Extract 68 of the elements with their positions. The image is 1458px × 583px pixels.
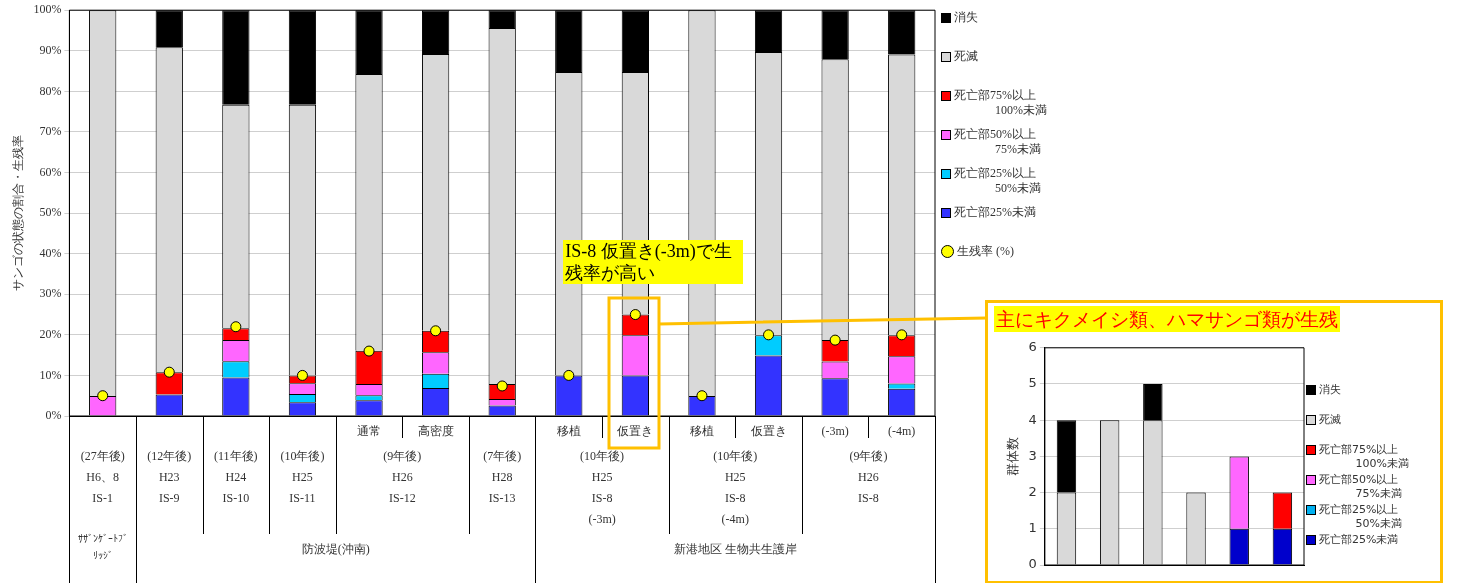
x-tick-label: 仮置き bbox=[750, 423, 787, 440]
chart-title: 主にキクメイシ類、ハマサンゴ類が生残 bbox=[994, 306, 1340, 332]
text: ｻｻﾞﾝｹﾞｰﾄﾌﾞﾘｯｼﾞ bbox=[77, 532, 128, 563]
y-tick-label: 6 bbox=[1028, 339, 1037, 355]
y-tick-label: 5 bbox=[1028, 375, 1037, 391]
y-tick-label: 90% bbox=[39, 42, 62, 57]
point bbox=[563, 369, 575, 381]
point bbox=[230, 321, 242, 333]
y-tick-label: 100% bbox=[33, 2, 62, 17]
legend-label: 死亡部50%以上 75%未満 bbox=[1318, 473, 1403, 501]
y-tick-label: 10% bbox=[39, 367, 62, 382]
x-tick-label: 高密度 bbox=[417, 423, 454, 440]
text: (12年後) H23 IS-9 bbox=[147, 448, 192, 507]
text: (9年後) H26 IS-12 bbox=[383, 448, 422, 507]
y-tick-label: 2 bbox=[1028, 483, 1037, 499]
text: (10年後) H25 IS-11 bbox=[280, 448, 325, 507]
point bbox=[363, 345, 375, 357]
y-axis-title: 群体数 bbox=[1005, 436, 1021, 476]
x-tick-label: (-3m) bbox=[821, 423, 849, 440]
point bbox=[97, 390, 109, 402]
text: 防波堤(沖南) bbox=[301, 541, 370, 558]
point bbox=[696, 390, 708, 402]
text: (7年後) H28 IS-13 bbox=[483, 448, 522, 507]
x-tick-label: 仮置き bbox=[617, 423, 654, 440]
point bbox=[430, 325, 442, 337]
annotation: IS-8 仮置き(-3m)で生残率が高い bbox=[563, 240, 744, 284]
legend-label: 死亡部25%未満 bbox=[954, 205, 1036, 220]
x-tick-label: 移植 bbox=[556, 423, 581, 440]
legend-label: 死滅 bbox=[954, 49, 978, 64]
y-tick-label: 4 bbox=[1028, 411, 1037, 427]
legend-label: 死滅 bbox=[1319, 413, 1341, 427]
text: (11年後) H24 IS-10 bbox=[214, 448, 258, 507]
y-tick-label: 50% bbox=[39, 205, 62, 220]
x-tick-label: (-4m) bbox=[888, 423, 916, 440]
x-tick-label: 移植 bbox=[689, 423, 714, 440]
y-axis-title: サンゴの状態の割合・生残率 bbox=[11, 135, 26, 292]
point bbox=[629, 309, 641, 321]
legend-label: 死亡部75%以上 100%未満 bbox=[1318, 443, 1409, 471]
y-tick-label: 60% bbox=[39, 164, 62, 179]
x-tick-label: 通常 bbox=[357, 423, 382, 440]
legend-label: 消失 bbox=[1319, 383, 1341, 397]
y-tick-label: 1 bbox=[1028, 520, 1037, 536]
bar bbox=[1143, 384, 1163, 421]
point bbox=[829, 334, 841, 346]
legend-label: 死亡部25%以上 50%未満 bbox=[953, 166, 1042, 196]
point bbox=[896, 329, 908, 341]
text: (10年後) H25 IS-8 (-3m) bbox=[580, 448, 625, 528]
y-tick-label: 3 bbox=[1028, 447, 1037, 463]
y-tick-label: 40% bbox=[39, 245, 62, 260]
legend-label: 生残率 (%) bbox=[957, 244, 1014, 259]
point bbox=[163, 366, 175, 378]
point bbox=[763, 329, 775, 341]
legend-label: 死亡部75%以上 100%未満 bbox=[953, 88, 1047, 118]
legend-label: 死亡部25%以上 50%未満 bbox=[1318, 503, 1403, 531]
y-tick-label: 30% bbox=[39, 286, 62, 301]
y-tick-label: 80% bbox=[39, 83, 62, 98]
y-tick-label: 20% bbox=[39, 327, 62, 341]
legend-label: 消失 bbox=[954, 10, 978, 25]
legend-label: 死亡部50%以上 75%未満 bbox=[953, 127, 1042, 157]
text: (10年後) H25 IS-8 (-4m) bbox=[713, 448, 758, 528]
text: 新港地区 生物共生護岸 bbox=[673, 541, 797, 558]
y-tick-label: 0% bbox=[45, 408, 62, 423]
text: (27年後) H6、8 IS-1 bbox=[80, 448, 125, 507]
point bbox=[296, 369, 308, 381]
y-tick-label: 0 bbox=[1028, 556, 1037, 572]
legend-label: 死亡部25%未満 bbox=[1319, 533, 1399, 547]
text: (9年後) H26 IS-8 bbox=[849, 448, 888, 507]
y-tick-label: 70% bbox=[39, 124, 62, 139]
